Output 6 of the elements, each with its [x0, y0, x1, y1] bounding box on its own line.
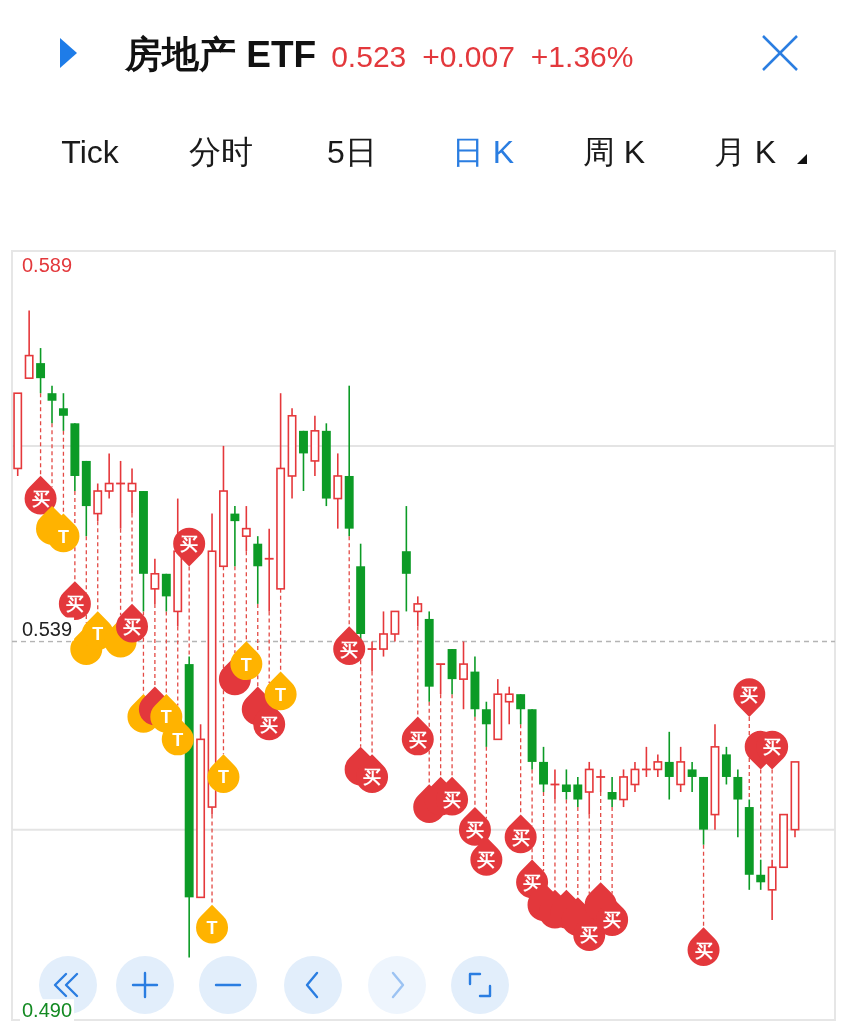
annotation: 0.523 — [331, 40, 407, 73]
series-label: T — [57, 526, 69, 547]
title: 房地产 ETF — [125, 34, 317, 75]
annotation: +0.007 — [422, 40, 515, 73]
series-label: 买 — [580, 925, 599, 946]
annotation: +1.36% — [530, 40, 634, 73]
